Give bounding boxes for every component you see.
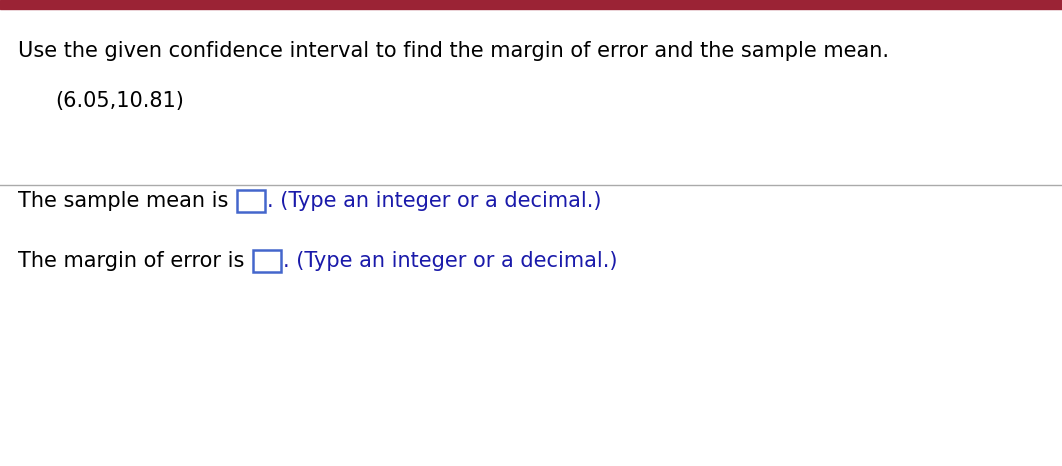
Text: . (Type an integer or a decimal.): . (Type an integer or a decimal.) <box>282 251 617 271</box>
Text: The sample mean is: The sample mean is <box>18 191 235 211</box>
FancyBboxPatch shape <box>0 0 1062 9</box>
FancyBboxPatch shape <box>237 190 266 212</box>
Text: The margin of error is: The margin of error is <box>18 251 251 271</box>
Text: . (Type an integer or a decimal.): . (Type an integer or a decimal.) <box>267 191 601 211</box>
Text: (6.05,10.81): (6.05,10.81) <box>55 91 184 111</box>
FancyBboxPatch shape <box>253 250 281 272</box>
Text: Use the given confidence interval to find the margin of error and the sample mea: Use the given confidence interval to fin… <box>18 41 889 61</box>
